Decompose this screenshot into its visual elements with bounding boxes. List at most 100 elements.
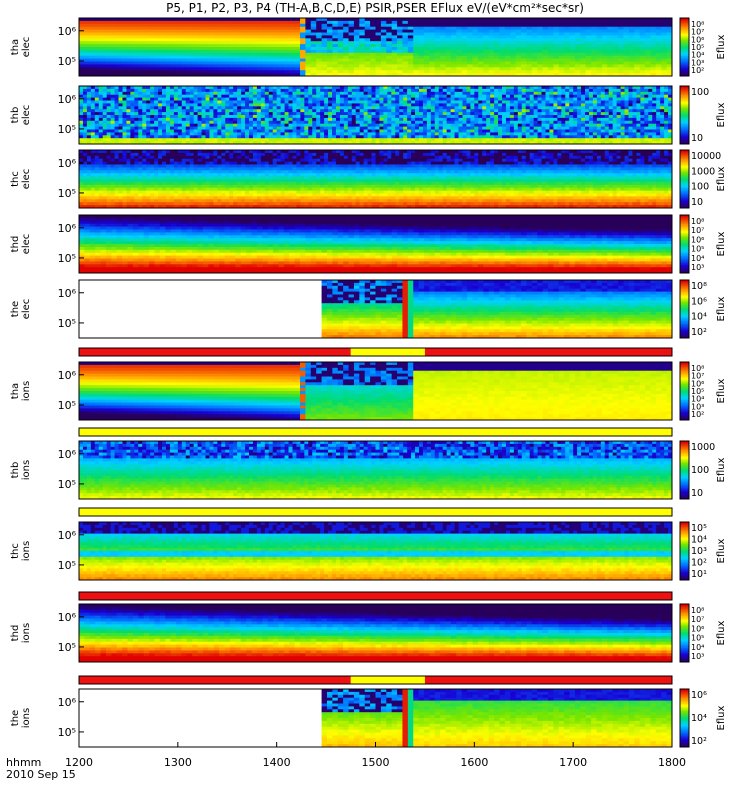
heatmap-cell xyxy=(505,67,511,70)
heatmap-cell xyxy=(466,115,470,118)
heatmap-cell xyxy=(115,135,119,138)
heatmap-cell xyxy=(209,115,213,118)
heatmap-cell xyxy=(586,64,592,67)
heatmap-cell xyxy=(399,132,403,135)
heatmap-cell xyxy=(261,109,265,112)
heatmap-cell xyxy=(446,64,452,67)
heatmap-cell xyxy=(182,132,186,135)
heatmap-cell xyxy=(399,138,403,141)
heatmap-cell xyxy=(542,138,546,141)
heatmap-cell xyxy=(521,70,527,73)
heatmap-cell xyxy=(489,70,495,73)
heatmap-cell xyxy=(429,27,435,30)
heatmap-cell xyxy=(656,62,662,65)
heatmap-cell xyxy=(273,64,279,67)
heatmap-cell xyxy=(246,50,252,53)
heatmap-cell xyxy=(174,127,178,130)
heatmap-cell xyxy=(489,41,495,44)
heatmap-cell xyxy=(221,130,225,133)
heatmap-cell xyxy=(505,35,511,38)
heatmap-cell xyxy=(661,53,667,56)
heatmap-cell xyxy=(95,41,101,44)
heatmap-cell xyxy=(379,112,383,115)
heatmap-cell xyxy=(370,30,376,33)
heatmap-cell xyxy=(502,106,506,109)
heatmap-cell xyxy=(407,130,411,133)
heatmap-cell xyxy=(103,118,107,121)
heatmap-cell xyxy=(171,33,177,36)
heatmap-cell xyxy=(170,112,174,115)
heatmap-cell xyxy=(111,127,115,130)
heatmap-cell xyxy=(202,98,206,101)
heatmap-cell xyxy=(265,109,269,112)
heatmap-cell xyxy=(470,121,474,124)
heatmap-cell xyxy=(178,118,182,121)
heatmap-cell xyxy=(597,118,601,121)
heatmap-cell xyxy=(585,138,589,141)
heatmap-cell xyxy=(284,62,290,65)
heatmap-cell xyxy=(203,44,209,47)
heatmap-cell xyxy=(332,67,338,70)
heatmap-cell xyxy=(246,27,252,30)
heatmap-cell xyxy=(90,38,96,41)
heatmap-cell xyxy=(372,115,376,118)
heatmap-cell xyxy=(386,47,392,50)
heatmap-cell xyxy=(435,89,439,92)
heatmap-cell xyxy=(435,64,441,67)
heatmap-cell xyxy=(295,35,301,38)
heatmap-cell xyxy=(526,44,532,47)
heatmap-cell xyxy=(320,95,324,98)
heatmap-cell xyxy=(573,132,577,135)
heatmap-cell xyxy=(467,67,473,70)
heatmap-cell xyxy=(336,89,340,92)
heatmap-cell xyxy=(591,53,597,56)
heatmap-cell xyxy=(634,47,640,50)
heatmap-cell xyxy=(198,27,204,30)
heatmap-cell xyxy=(407,135,411,138)
heatmap-cell xyxy=(142,124,146,127)
heatmap-cell xyxy=(490,89,494,92)
heatmap-cell xyxy=(221,138,225,141)
heatmap-cell xyxy=(506,132,510,135)
heatmap-cell xyxy=(252,67,258,70)
heatmap-cell xyxy=(273,103,277,106)
heatmap-cell xyxy=(268,67,274,70)
heatmap-cell xyxy=(408,53,414,56)
heatmap-cell xyxy=(95,30,101,33)
heatmap-cell xyxy=(217,118,221,121)
heatmap-cell xyxy=(198,121,202,124)
heatmap-cell xyxy=(241,70,247,73)
heatmap-cell xyxy=(399,103,403,106)
heatmap-cell xyxy=(486,95,490,98)
heatmap-cell xyxy=(372,95,376,98)
heatmap-cell xyxy=(462,56,468,59)
heatmap-cell xyxy=(443,112,447,115)
heatmap-cell xyxy=(208,33,214,36)
heatmap-cell xyxy=(557,115,561,118)
heatmap-cell xyxy=(391,127,395,130)
heatmap-cell xyxy=(364,95,368,98)
heatmap-cell xyxy=(569,92,573,95)
heatmap-cell xyxy=(119,92,123,95)
heatmap-cell xyxy=(553,132,557,135)
heatmap-cell xyxy=(198,106,202,109)
heatmap-cell xyxy=(607,62,613,65)
heatmap-cell xyxy=(338,70,344,73)
heatmap-cell xyxy=(399,101,403,104)
heatmap-cell xyxy=(467,21,473,24)
heatmap-cell xyxy=(253,92,257,95)
heatmap-cell xyxy=(514,132,518,135)
heatmap-cell xyxy=(462,35,468,38)
heatmap-cell xyxy=(617,130,621,133)
heatmap-cell xyxy=(431,121,435,124)
heatmap-cell xyxy=(87,109,91,112)
heatmap-cell xyxy=(383,130,387,133)
heatmap-cell xyxy=(95,35,101,38)
heatmap-cell xyxy=(229,103,233,106)
heatmap-cell xyxy=(324,112,328,115)
heatmap-cell xyxy=(505,56,511,59)
heatmap-cell xyxy=(133,30,139,33)
heatmap-cell xyxy=(482,112,486,115)
heatmap-cell xyxy=(320,135,324,138)
heatmap-cell xyxy=(162,109,166,112)
